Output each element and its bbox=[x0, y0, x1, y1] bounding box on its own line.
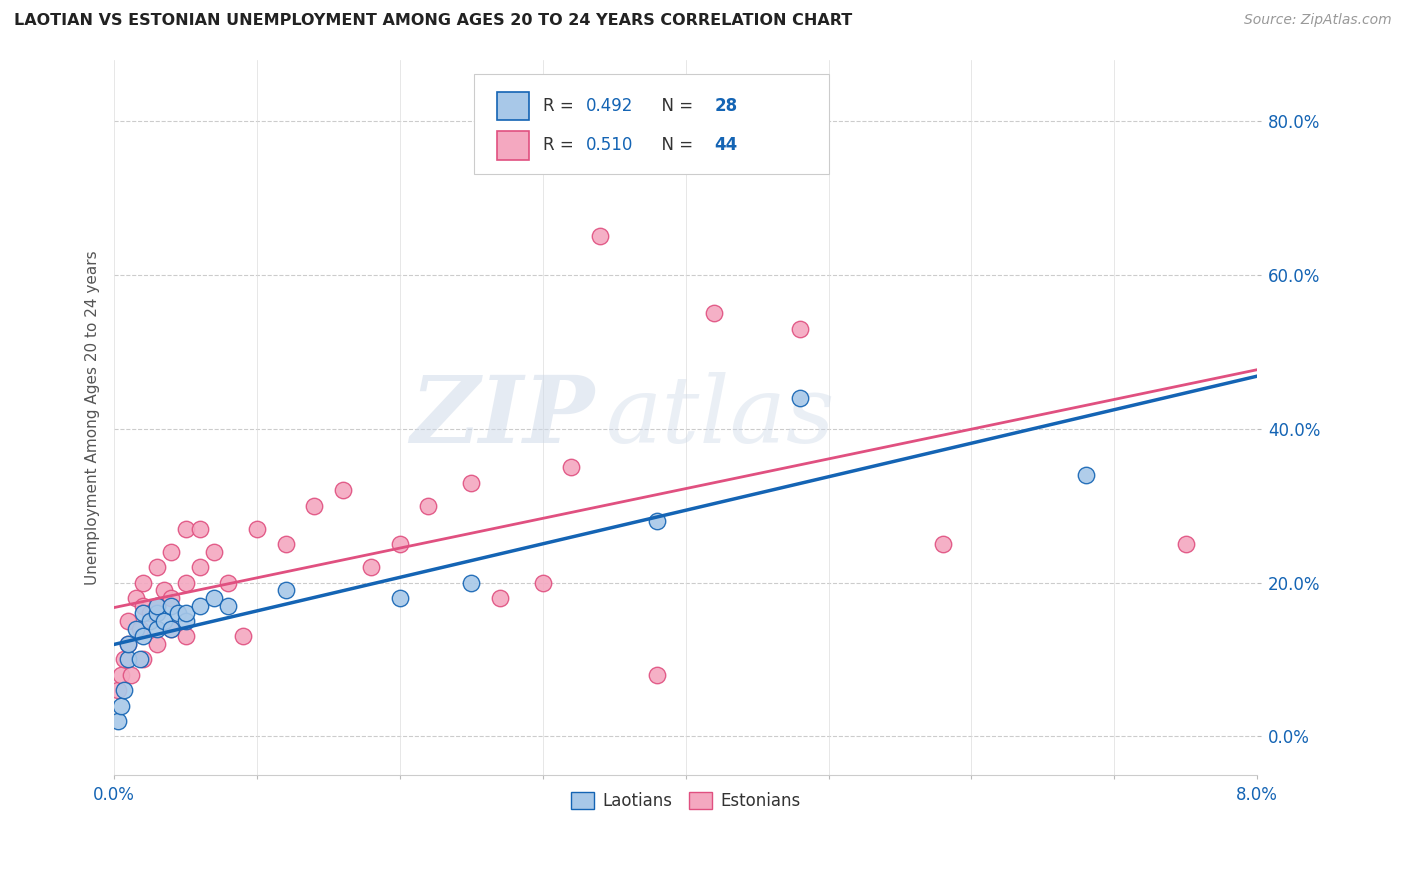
Point bbox=[139, 614, 162, 628]
Point bbox=[232, 629, 254, 643]
Text: R =: R = bbox=[543, 97, 579, 115]
Point bbox=[110, 698, 132, 713]
Point bbox=[202, 545, 225, 559]
Point bbox=[117, 637, 139, 651]
Text: Source: ZipAtlas.com: Source: ZipAtlas.com bbox=[1244, 13, 1392, 28]
Point bbox=[146, 599, 169, 613]
Text: ZIP: ZIP bbox=[411, 372, 595, 462]
Point bbox=[188, 560, 211, 574]
Point bbox=[160, 622, 183, 636]
Point bbox=[117, 652, 139, 666]
Point bbox=[146, 599, 169, 613]
Point bbox=[388, 537, 411, 551]
Point bbox=[117, 614, 139, 628]
Point bbox=[932, 537, 955, 551]
Point bbox=[139, 607, 162, 621]
Text: atlas: atlas bbox=[606, 372, 835, 462]
Point bbox=[160, 599, 183, 613]
Point bbox=[360, 560, 382, 574]
Point bbox=[418, 499, 440, 513]
Point bbox=[218, 575, 240, 590]
Point bbox=[1074, 467, 1097, 482]
Point bbox=[202, 591, 225, 605]
Point bbox=[645, 668, 668, 682]
Point bbox=[146, 560, 169, 574]
Point bbox=[132, 575, 155, 590]
Point bbox=[460, 475, 482, 490]
Point bbox=[645, 514, 668, 528]
Point bbox=[167, 607, 190, 621]
Legend: Laotians, Estonians: Laotians, Estonians bbox=[564, 785, 807, 816]
Point bbox=[489, 591, 512, 605]
Point bbox=[132, 599, 155, 613]
Point bbox=[246, 522, 269, 536]
Point bbox=[160, 545, 183, 559]
Point bbox=[531, 575, 554, 590]
FancyBboxPatch shape bbox=[474, 74, 828, 174]
Y-axis label: Unemployment Among Ages 20 to 24 years: Unemployment Among Ages 20 to 24 years bbox=[86, 250, 100, 584]
Point bbox=[388, 591, 411, 605]
Point bbox=[174, 575, 197, 590]
Point bbox=[132, 607, 155, 621]
Point bbox=[302, 499, 325, 513]
Point bbox=[124, 591, 146, 605]
Text: 44: 44 bbox=[714, 136, 738, 154]
Point bbox=[153, 583, 176, 598]
Text: N =: N = bbox=[651, 97, 699, 115]
Text: 0.510: 0.510 bbox=[586, 136, 634, 154]
Point bbox=[274, 537, 297, 551]
Point bbox=[789, 322, 811, 336]
Point bbox=[174, 629, 197, 643]
Point bbox=[160, 591, 183, 605]
FancyBboxPatch shape bbox=[498, 92, 529, 120]
Point bbox=[174, 607, 197, 621]
Point bbox=[112, 652, 135, 666]
Point bbox=[174, 522, 197, 536]
Point bbox=[332, 483, 354, 498]
Point bbox=[218, 599, 240, 613]
Point bbox=[560, 460, 582, 475]
Point bbox=[146, 622, 169, 636]
Point bbox=[460, 575, 482, 590]
Point bbox=[174, 614, 197, 628]
Point bbox=[1174, 537, 1197, 551]
Point bbox=[703, 306, 725, 320]
Point bbox=[129, 652, 152, 666]
Point bbox=[188, 522, 211, 536]
Point bbox=[146, 637, 169, 651]
Text: LAOTIAN VS ESTONIAN UNEMPLOYMENT AMONG AGES 20 TO 24 YEARS CORRELATION CHART: LAOTIAN VS ESTONIAN UNEMPLOYMENT AMONG A… bbox=[14, 13, 852, 29]
Point bbox=[132, 629, 155, 643]
Point bbox=[112, 683, 135, 698]
Point bbox=[110, 668, 132, 682]
Point bbox=[120, 668, 142, 682]
Point bbox=[107, 714, 129, 728]
Point bbox=[160, 622, 183, 636]
Text: N =: N = bbox=[651, 136, 699, 154]
Point bbox=[129, 622, 152, 636]
Point bbox=[274, 583, 297, 598]
Point bbox=[146, 607, 169, 621]
Text: R =: R = bbox=[543, 136, 579, 154]
Point bbox=[132, 652, 155, 666]
Text: 28: 28 bbox=[714, 97, 737, 115]
Point bbox=[107, 683, 129, 698]
Point bbox=[117, 637, 139, 651]
Point bbox=[589, 229, 612, 244]
Point bbox=[124, 622, 146, 636]
FancyBboxPatch shape bbox=[498, 131, 529, 160]
Point bbox=[188, 599, 211, 613]
Point bbox=[789, 391, 811, 405]
Point bbox=[153, 614, 176, 628]
Text: 0.492: 0.492 bbox=[586, 97, 634, 115]
